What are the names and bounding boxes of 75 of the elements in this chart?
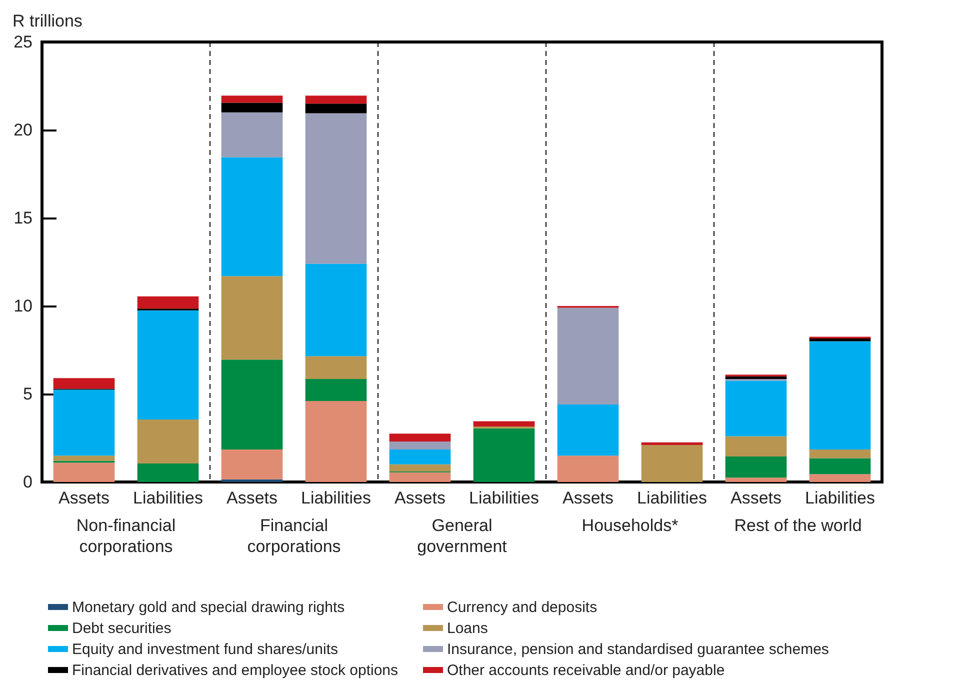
bar bbox=[137, 464, 199, 482]
bar bbox=[389, 449, 451, 464]
bar bbox=[305, 264, 367, 356]
x-tick-label: Assets bbox=[394, 488, 446, 508]
bar bbox=[305, 104, 367, 114]
bar bbox=[137, 310, 199, 420]
legend-label: Currency and deposits bbox=[447, 599, 598, 616]
bar bbox=[557, 404, 619, 456]
bar bbox=[389, 472, 451, 482]
bar bbox=[53, 378, 115, 389]
bar bbox=[53, 390, 115, 456]
bar bbox=[53, 462, 115, 482]
legend-label: Financial derivatives and employee stock options bbox=[72, 662, 398, 679]
x-tick-label: Assets bbox=[730, 488, 782, 508]
bar bbox=[725, 456, 787, 478]
y-tick-label: 10 bbox=[14, 296, 32, 316]
legend-label: Debt securities bbox=[72, 620, 172, 637]
bar bbox=[221, 112, 283, 158]
text: Financial corporations bbox=[247, 516, 341, 556]
bar bbox=[473, 428, 535, 482]
y-axis-title: R trillions bbox=[12, 12, 82, 30]
legend-label: Loans bbox=[447, 620, 488, 637]
bar bbox=[725, 380, 787, 436]
x-tick-label: Assets bbox=[58, 488, 110, 508]
bar bbox=[725, 436, 787, 456]
bar bbox=[137, 420, 199, 464]
x-tick-label: Assets bbox=[226, 488, 278, 508]
bar bbox=[641, 442, 703, 446]
bar bbox=[389, 442, 451, 450]
bar bbox=[305, 96, 367, 104]
x-tick-label: Liabilities bbox=[133, 488, 203, 508]
bar bbox=[473, 421, 535, 427]
x-tick-label: Liabilities bbox=[469, 488, 539, 508]
bar bbox=[809, 341, 871, 450]
bar bbox=[221, 102, 283, 112]
bar bbox=[221, 360, 283, 450]
legend-label: Insurance, pension and standardised guarantee schemes bbox=[447, 641, 829, 658]
x-tick-label: Liabilities bbox=[301, 488, 371, 508]
bar bbox=[725, 376, 787, 380]
bar bbox=[305, 356, 367, 380]
bar bbox=[389, 464, 451, 472]
text: Non-financial corporations bbox=[76, 516, 176, 556]
bar bbox=[53, 456, 115, 461]
text: General government bbox=[417, 516, 508, 556]
bar bbox=[809, 458, 871, 474]
bar bbox=[305, 401, 367, 482]
x-tick-label: Liabilities bbox=[637, 488, 707, 508]
y-tick-label: 0 bbox=[23, 472, 32, 492]
bar bbox=[725, 478, 787, 482]
y-tick-label: 15 bbox=[14, 208, 32, 228]
bar bbox=[221, 449, 283, 480]
text: Rest of the world bbox=[734, 516, 862, 535]
bar bbox=[305, 379, 367, 402]
bar bbox=[221, 157, 283, 276]
y-tick-label: 5 bbox=[23, 384, 32, 404]
bar bbox=[221, 276, 283, 360]
bar bbox=[809, 338, 871, 342]
x-tick-label: Assets bbox=[562, 488, 614, 508]
bar bbox=[221, 479, 283, 482]
bar bbox=[305, 113, 367, 264]
bar bbox=[557, 456, 619, 482]
legend-label: Monetary gold and special drawing rights bbox=[72, 599, 345, 616]
bar bbox=[557, 308, 619, 405]
bar bbox=[641, 445, 703, 482]
y-tick-label: 25 bbox=[14, 32, 32, 52]
legend-label: Other accounts receivable and/or payable bbox=[447, 662, 725, 679]
text: Households* bbox=[582, 516, 679, 535]
y-tick-label: 20 bbox=[14, 120, 32, 140]
legend-label: Equity and investment fund shares/units bbox=[72, 641, 338, 658]
bar bbox=[221, 96, 283, 103]
bar bbox=[137, 296, 199, 309]
bar bbox=[809, 474, 871, 482]
bar bbox=[809, 449, 871, 458]
bar bbox=[389, 434, 451, 442]
x-tick-label: Liabilities bbox=[805, 488, 875, 508]
